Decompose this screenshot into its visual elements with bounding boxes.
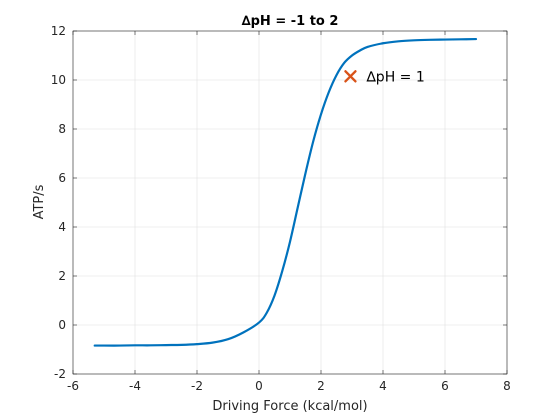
x-tick-label: 2 — [317, 379, 325, 393]
x-tick-label: 8 — [503, 379, 511, 393]
y-tick-label: -2 — [54, 367, 66, 381]
y-tick-label: 6 — [58, 171, 66, 185]
annotation-label: ∆pH = 1 — [365, 69, 424, 85]
y-tick-label: 10 — [51, 73, 66, 87]
annotation-x-marker — [344, 70, 357, 83]
plot-background — [73, 31, 507, 374]
x-tick-label: 0 — [255, 379, 263, 393]
y-tick-label: 12 — [51, 24, 66, 38]
plot-box — [72, 30, 508, 375]
x-axis-label: Driving Force (kcal/mol) — [212, 399, 367, 414]
x-tick-label: 4 — [379, 379, 387, 393]
annotation-layer: ∆pH = 1 — [344, 69, 425, 85]
x-tick-label: 6 — [441, 379, 449, 393]
y-tick-label: 4 — [58, 220, 66, 234]
y-tick-labels: -2 0 2 4 6 8 10 12 — [51, 24, 66, 381]
y-tick-label: 2 — [58, 269, 66, 283]
x-tick-label: -4 — [129, 379, 141, 393]
series-layer — [93, 37, 478, 347]
grid — [72, 30, 508, 375]
x-tick-label: -6 — [67, 379, 79, 393]
chart-title: ∆pH = -1 to 2 — [242, 14, 339, 29]
series-line — [93, 37, 478, 347]
y-axis-label: ATP/s — [32, 184, 47, 219]
y-tick-label: 0 — [58, 318, 66, 332]
tick-marks — [72, 30, 508, 375]
y-tick-label: 8 — [58, 122, 66, 136]
x-tick-label: -2 — [191, 379, 203, 393]
x-tick-labels: -6 -4 -2 0 2 4 6 8 — [67, 379, 511, 393]
